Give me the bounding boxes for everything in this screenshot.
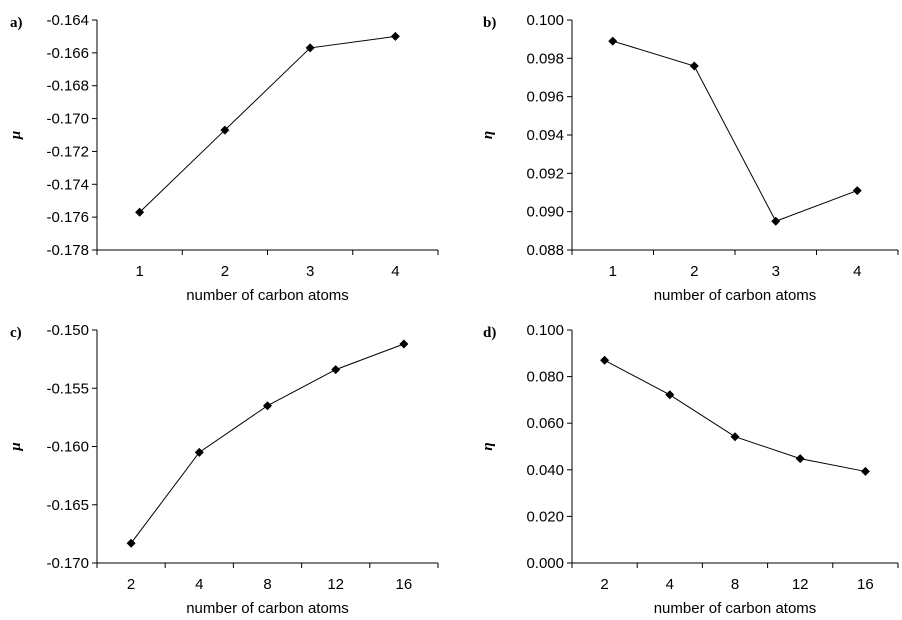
y-tick-label: 0.090 xyxy=(526,204,564,221)
x-tick-label: 16 xyxy=(857,576,874,593)
y-tick-label: 0.080 xyxy=(526,369,564,386)
x-axis-label: number of carbon atoms xyxy=(654,600,817,617)
x-tick-label: 1 xyxy=(609,263,617,280)
y-tick-label: -0.165 xyxy=(46,497,89,514)
y-tick-label: -0.172 xyxy=(46,143,89,160)
data-point xyxy=(127,539,136,548)
panel-c: -0.150 -0.155 -0.160 -0.165 -0.170 2 4 8 12 16 num… xyxy=(8,322,438,617)
y-tick-label: 0.088 xyxy=(526,242,564,259)
series-line xyxy=(613,41,858,221)
panel-label: a) xyxy=(10,15,23,31)
data-point xyxy=(263,401,272,410)
series-line xyxy=(140,36,396,212)
x-tick-label: 2 xyxy=(221,263,229,280)
y-tick-label: -0.178 xyxy=(46,242,89,259)
y-axis-label: μ xyxy=(8,131,24,140)
x-tick-label: 8 xyxy=(263,576,271,593)
y-axis-label: η xyxy=(480,442,496,450)
y-tick-label: 0.100 xyxy=(526,12,564,29)
y-tick-label: -0.168 xyxy=(46,78,89,95)
x-tick-label: 4 xyxy=(391,263,399,280)
series-line xyxy=(131,344,404,543)
y-tick-label: 0.096 xyxy=(526,89,564,106)
y-tick-label: 0.040 xyxy=(526,462,564,479)
data-point xyxy=(608,37,617,46)
y-axis-label: μ xyxy=(8,442,24,451)
y-tick-label: 0.000 xyxy=(526,555,564,572)
y-tick-label: 0.098 xyxy=(526,50,564,67)
data-point xyxy=(665,390,674,399)
x-tick-label: 3 xyxy=(306,263,314,280)
x-tick-label: 4 xyxy=(853,263,861,280)
panel-label: b) xyxy=(483,15,496,31)
x-tick-label: 8 xyxy=(731,576,739,593)
x-axis-label: number of carbon atoms xyxy=(186,287,349,304)
x-axis-label: number of carbon atoms xyxy=(654,287,817,304)
data-point xyxy=(331,365,340,374)
x-tick-label: 12 xyxy=(792,576,809,593)
y-tick-label: 0.060 xyxy=(526,415,564,432)
panel-d: 0.100 0.080 0.060 0.040 0.020 0.000 2 4 8 12 16 num… xyxy=(480,322,898,617)
y-axis-label: η xyxy=(480,131,496,139)
panel-label: d) xyxy=(483,325,496,341)
panel-a: -0.164 -0.166 -0.168 -0.170 -0.172 -0.174 -0.1… xyxy=(8,12,438,304)
y-tick-label: -0.164 xyxy=(46,12,89,29)
data-point xyxy=(690,62,699,71)
y-tick-label: -0.150 xyxy=(46,322,89,339)
x-tick-label: 12 xyxy=(327,576,344,593)
panel-b: 0.100 0.098 0.096 0.094 0.092 0.090 0.088 1 2 3 4 n… xyxy=(480,12,898,304)
x-tick-label: 2 xyxy=(690,263,698,280)
y-tick-label: -0.170 xyxy=(46,111,89,128)
series-line xyxy=(605,360,866,471)
y-tick-label: 0.092 xyxy=(526,165,564,182)
y-tick-label: -0.155 xyxy=(46,380,89,397)
x-tick-label: 3 xyxy=(772,263,780,280)
y-tick-label: -0.170 xyxy=(46,555,89,572)
y-tick-label: -0.160 xyxy=(46,439,89,456)
y-tick-label: 0.100 xyxy=(526,322,564,339)
y-tick-label: -0.166 xyxy=(46,45,89,62)
x-tick-label: 2 xyxy=(127,576,135,593)
data-point xyxy=(853,186,862,195)
panel-label: c) xyxy=(10,325,22,341)
x-tick-label: 4 xyxy=(666,576,674,593)
data-point xyxy=(771,217,780,226)
data-point xyxy=(600,356,609,365)
x-tick-label: 16 xyxy=(396,576,413,593)
y-tick-label: -0.176 xyxy=(46,209,89,226)
data-point xyxy=(391,32,400,41)
x-tick-label: 4 xyxy=(195,576,203,593)
data-point xyxy=(796,454,805,463)
data-point xyxy=(731,432,740,441)
data-point xyxy=(399,339,408,348)
x-tick-label: 2 xyxy=(600,576,608,593)
data-point xyxy=(195,448,204,457)
x-tick-label: 1 xyxy=(135,263,143,280)
y-tick-label: 0.020 xyxy=(526,508,564,525)
x-axis-label: number of carbon atoms xyxy=(186,600,349,617)
data-point xyxy=(861,467,870,476)
y-tick-label: 0.094 xyxy=(526,127,564,144)
y-tick-label: -0.174 xyxy=(46,176,89,193)
